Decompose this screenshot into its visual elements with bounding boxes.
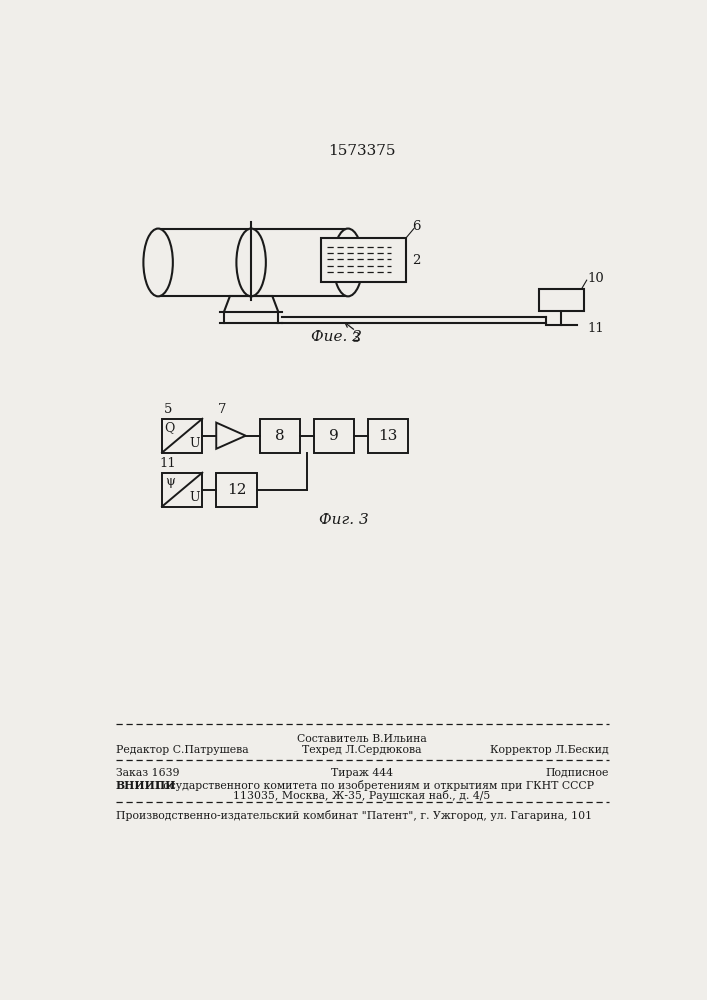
Text: Редактор С.Патрушева: Редактор С.Патрушева [115, 745, 248, 755]
Polygon shape [539, 289, 583, 311]
Text: Фие. 2: Фие. 2 [311, 330, 362, 344]
Text: U: U [189, 437, 200, 450]
Text: 13: 13 [379, 429, 398, 443]
Polygon shape [314, 419, 354, 453]
Text: 6: 6 [412, 220, 421, 233]
Polygon shape [321, 238, 406, 282]
Text: Тираж 444: Тираж 444 [331, 768, 393, 778]
Text: Техред Л.Сердюкова: Техред Л.Сердюкова [302, 745, 421, 755]
Polygon shape [162, 473, 202, 507]
Text: 3: 3 [351, 332, 360, 345]
Ellipse shape [144, 229, 173, 296]
Polygon shape [216, 423, 246, 449]
Polygon shape [216, 473, 257, 507]
Ellipse shape [236, 229, 266, 296]
Text: 9: 9 [329, 429, 339, 443]
Text: 7: 7 [218, 403, 227, 416]
Text: Подписное: Подписное [546, 768, 609, 778]
Text: ВНИИПИ: ВНИИПИ [115, 780, 176, 791]
Text: Государственного комитета по изобретениям и открытиям при ГКНТ СССР: Государственного комитета по изобретения… [156, 780, 594, 791]
Text: 1573375: 1573375 [328, 144, 396, 158]
Text: 5: 5 [164, 403, 173, 416]
Polygon shape [162, 419, 202, 453]
Text: Заказ 1639: Заказ 1639 [115, 768, 179, 778]
Polygon shape [368, 419, 409, 453]
Text: 113035, Москва, Ж-35, Раушская наб., д. 4/5: 113035, Москва, Ж-35, Раушская наб., д. … [233, 790, 491, 801]
Text: 8: 8 [275, 429, 285, 443]
Polygon shape [259, 419, 300, 453]
Text: Производственно-издательский комбинат "Патент", г. Ужгород, ул. Гагарина, 101: Производственно-издательский комбинат "П… [115, 810, 592, 821]
Text: 11: 11 [160, 457, 177, 470]
Ellipse shape [333, 229, 363, 296]
Text: 12: 12 [227, 483, 246, 497]
Text: U: U [189, 491, 200, 504]
Text: Корректор Л.Бескид: Корректор Л.Бескид [491, 745, 609, 755]
Text: ψ: ψ [165, 475, 175, 488]
Text: 10: 10 [588, 272, 604, 285]
Text: Фиг. 3: Фиг. 3 [320, 513, 369, 527]
Text: 11: 11 [588, 322, 604, 335]
Text: Составитель В.Ильина: Составитель В.Ильина [297, 734, 427, 744]
Text: Q: Q [165, 422, 175, 434]
Text: 2: 2 [412, 254, 421, 267]
